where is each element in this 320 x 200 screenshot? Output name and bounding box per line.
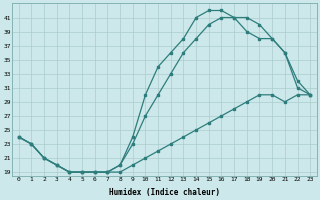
X-axis label: Humidex (Indice chaleur): Humidex (Indice chaleur) (109, 188, 220, 197)
